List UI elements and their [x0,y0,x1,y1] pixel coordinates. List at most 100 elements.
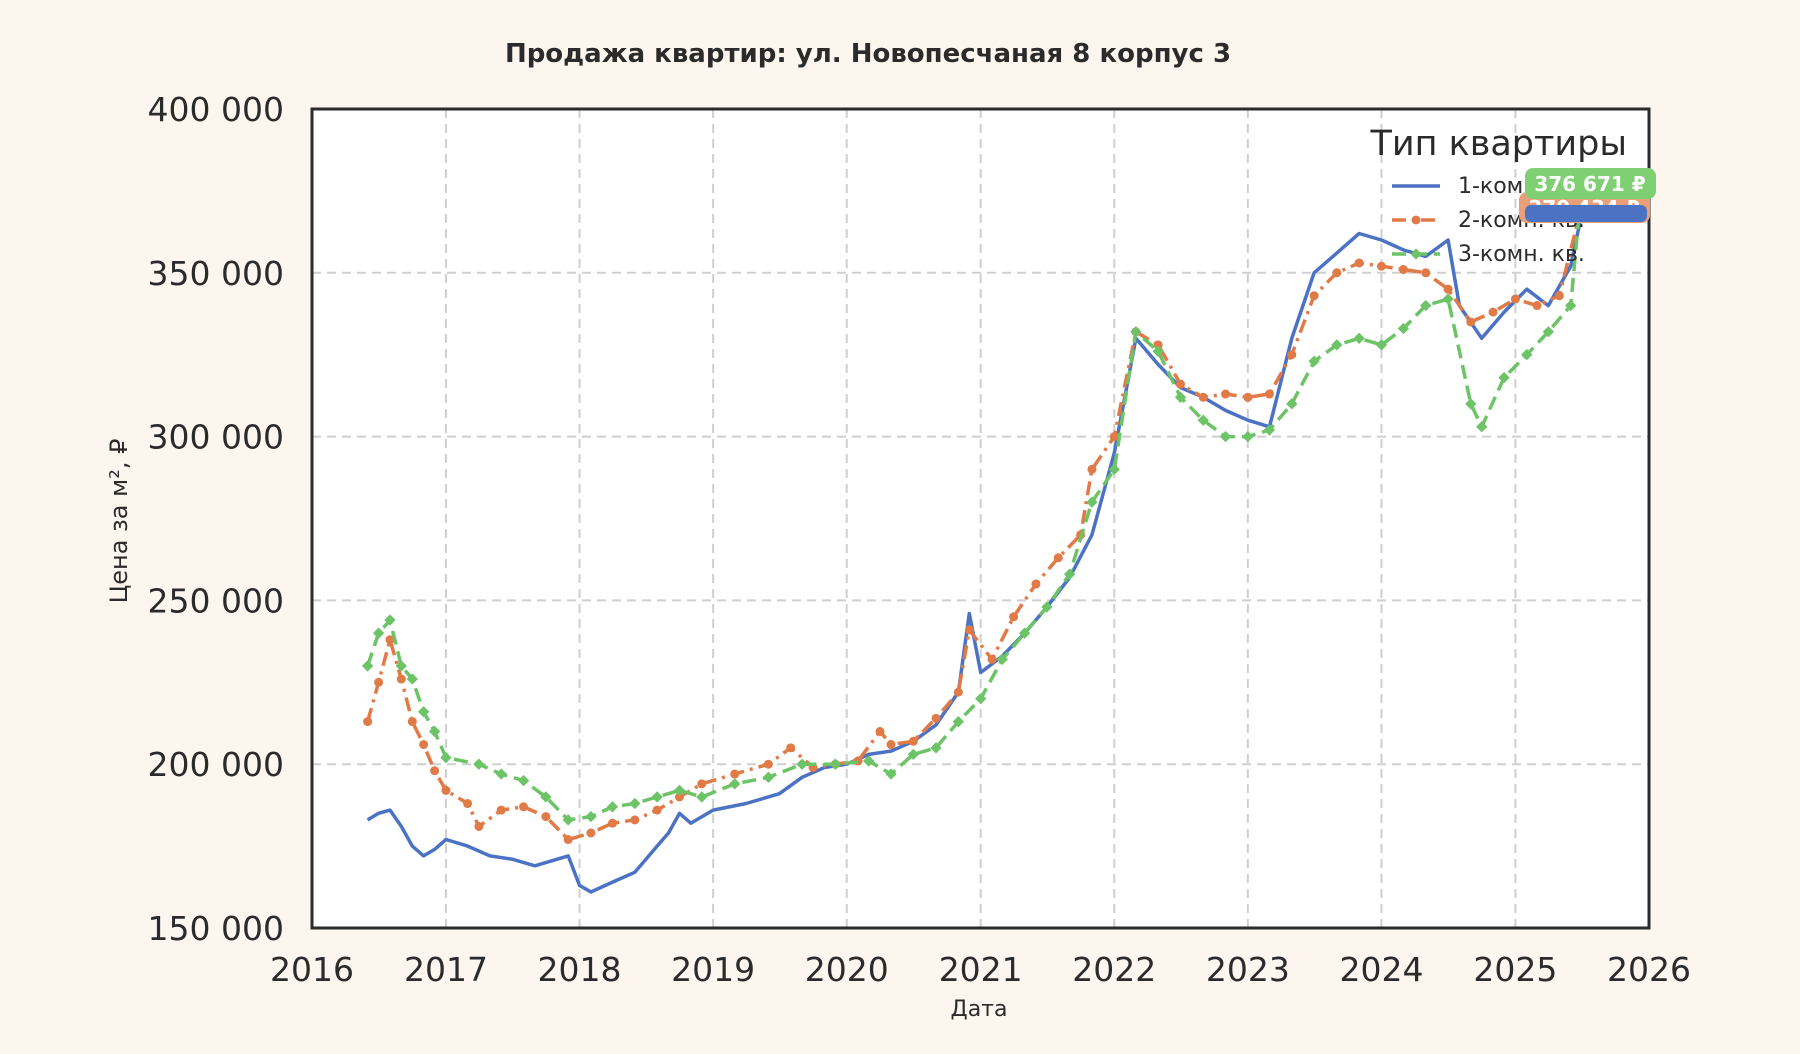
series-point-2 [363,717,373,727]
series-point-3 [1442,293,1454,305]
series-point-3 [1197,414,1209,426]
x-tick-label: 2024 [1339,950,1423,989]
legend-label-3: 3-комн. кв. [1458,242,1585,267]
x-tick-label: 2023 [1206,950,1290,989]
series-point-2 [419,740,429,750]
x-tick-label: 2018 [538,950,622,989]
series-point-2 [463,799,473,809]
series-point-3 [1353,332,1365,344]
series-point-2 [1009,612,1019,622]
series-point-3 [1263,424,1276,436]
series-point-2 [1466,317,1476,327]
series-point-3 [372,627,385,639]
series-point-2 [1443,284,1453,294]
series-point-2 [1354,258,1364,268]
series-point-2 [697,779,707,789]
series-point-3 [673,784,686,797]
series-point-3 [952,715,965,728]
series-point-2 [374,677,384,687]
series-point-2 [630,815,640,825]
series-point-3 [762,771,775,783]
series-point-3 [517,774,530,787]
y-tick-label: 400 000 [148,90,284,129]
series-point-3 [1420,299,1432,312]
x-tick-label: 2022 [1072,950,1156,989]
series-point-2 [763,759,773,769]
series-point-2 [1198,392,1208,402]
series-point-2 [730,769,740,779]
end-label-3: 376 671 ₽ [1534,172,1645,196]
series-point-2 [1264,389,1274,399]
series-point-3 [562,814,574,826]
series-point-2 [1153,340,1163,350]
x-tick-label: 2026 [1607,950,1691,989]
series-point-2 [1287,350,1297,360]
series-point-3 [829,758,842,770]
series-point-2 [407,717,417,727]
series-point-3 [1308,355,1320,367]
series-line-1 [366,213,1584,894]
series-point-3 [930,742,942,754]
series-point-2 [1109,432,1119,442]
series-point-3 [1542,326,1555,338]
series-point-2 [1176,379,1186,389]
series-point-2 [430,766,440,776]
series-point-2 [953,687,963,697]
series-point-2 [1332,268,1342,278]
series-point-3 [1397,322,1410,335]
y-tick-label: 300 000 [148,418,284,457]
x-tick-label: 2016 [270,950,354,989]
chart-title: Продажа квартир: ул. Новопесчаная 8 корп… [505,39,1231,69]
y-tick-label: 200 000 [148,745,284,784]
series-point-3 [428,725,441,738]
series-point-2 [385,635,395,645]
series-point-2 [1053,553,1063,563]
series-point-2 [875,726,885,736]
series-point-2 [1510,294,1520,304]
series-point-2 [1243,392,1253,402]
series-point-3 [1498,371,1510,384]
series-point-2 [886,740,896,750]
series-point-3 [606,801,619,813]
y-tick-label: 250 000 [148,581,284,620]
series-point-3 [406,673,418,685]
series-point-3 [1375,339,1388,351]
series-point-3 [585,810,597,823]
series-point-2 [987,654,997,664]
x-tick-label: 2025 [1473,950,1557,989]
series-point-3 [907,748,919,761]
series-point-3 [651,791,663,803]
series-point-3 [1242,430,1254,443]
series-point-3 [1108,463,1120,476]
series-point-2 [1554,291,1564,301]
series-point-2 [441,785,451,795]
series-point-2 [1309,291,1319,301]
end-labels: 370 434 ₽376 671 ₽ [1519,168,1656,223]
series-point-3 [1465,398,1477,410]
series-point-3 [1018,627,1031,639]
series-point-2 [541,812,551,822]
series-point-3 [796,758,808,770]
series-point-3 [417,706,430,718]
y-tick-label: 350 000 [148,254,284,293]
series-point-3 [729,778,741,790]
series-point-2 [586,828,596,838]
series-point-2 [908,736,918,746]
series-point-2 [1532,301,1542,311]
series-point-2 [674,792,684,802]
series-point-2 [652,805,662,815]
series-point-2 [563,835,573,845]
x-tick-label: 2017 [404,950,488,989]
series-point-2 [519,802,529,812]
series-point-2 [964,625,974,635]
end-label-box-1 [1525,205,1647,222]
legend-marker-3 [1410,248,1422,260]
series-point-3 [1041,601,1053,613]
series-point-3 [1286,398,1298,410]
series-point-3 [1130,326,1142,338]
series-point-2 [931,713,941,723]
series-point-3 [996,653,1008,666]
legend-marker-2 [1411,215,1421,225]
